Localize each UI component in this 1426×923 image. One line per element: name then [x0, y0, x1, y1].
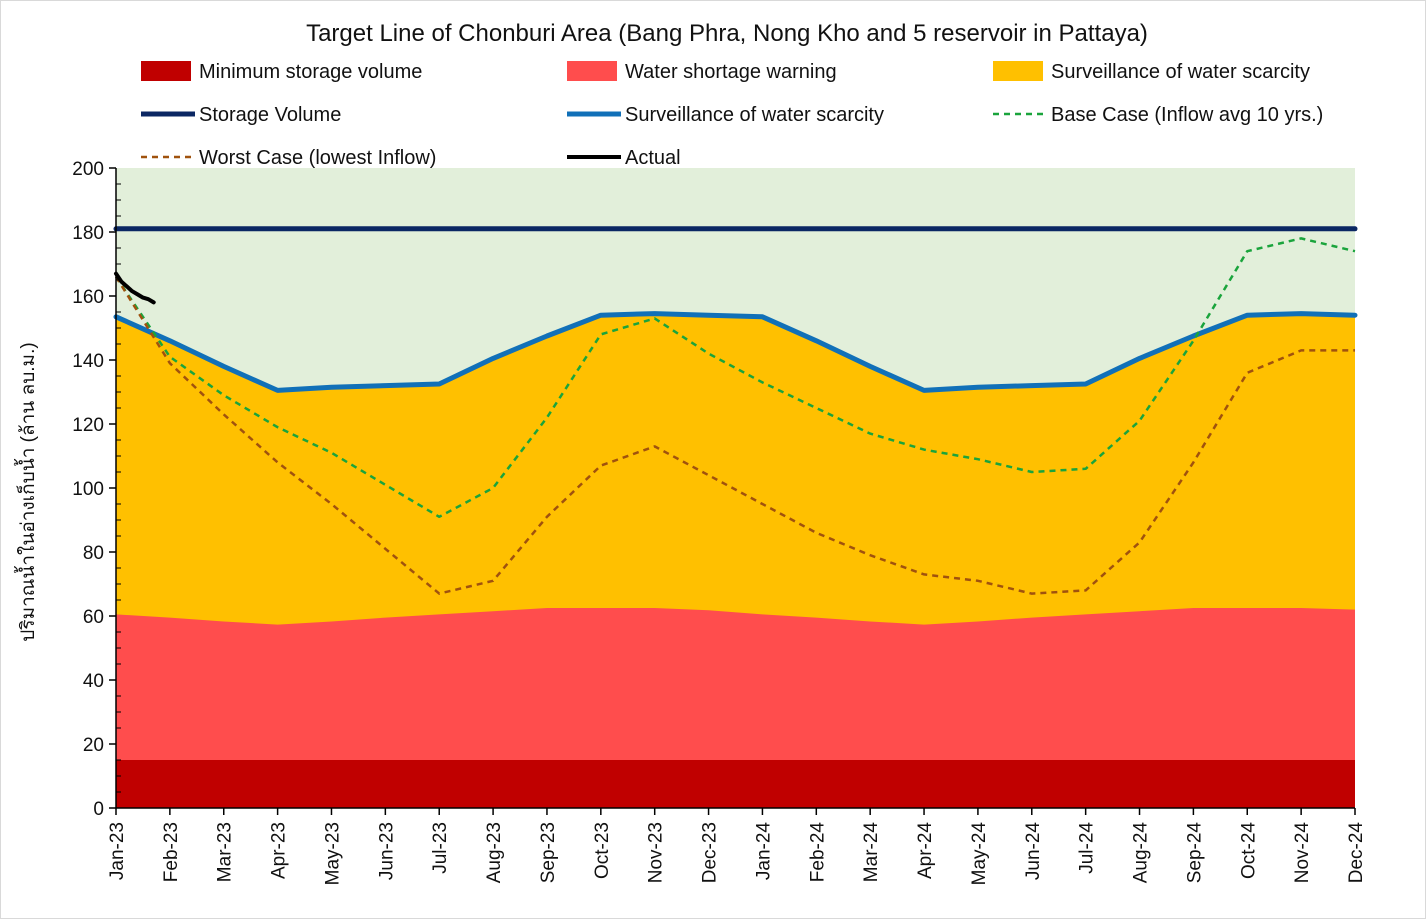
x-tick-label: Mar-23 — [215, 822, 236, 882]
x-tick-label: Aug-24 — [1131, 822, 1152, 884]
x-tick-label: Dec-23 — [700, 822, 721, 883]
x-tick-label: Jul-23 — [430, 822, 451, 874]
x-tick-label: Dec-24 — [1346, 822, 1367, 884]
y-tick-label: 20 — [83, 735, 104, 756]
series-line-base-case-inflow-avg-10-yrs-2 — [114, 237, 1356, 519]
x-tick-label: Apr-24 — [915, 822, 936, 879]
y-tick-label: 160 — [72, 287, 104, 308]
legend-swatch — [141, 61, 191, 81]
series-line-actual-4 — [114, 271, 156, 305]
legend-item-base-case-inflow-avg-10-yrs: Base Case (Inflow avg 10 yrs.) — [993, 104, 1323, 126]
legend-label: Minimum storage volume — [199, 61, 422, 83]
legend-label: Water shortage warning — [625, 61, 837, 83]
series-line-surveillance-of-water-scarcity-1 — [113, 311, 1358, 393]
y-axis-title: ปริมาณน้ำในอ่างเก็บน้ำ (ล้าน ลบ.ม.) — [14, 342, 39, 641]
legend-item-surveillance-of-water-scarcity: Surveillance of water scarcity — [993, 61, 1310, 83]
legend-item-surveillance-of-water-scarcity: Surveillance of water scarcity — [567, 104, 884, 126]
legend-item-storage-volume: Storage Volume — [141, 104, 341, 126]
x-tick-label: Sep-24 — [1184, 822, 1205, 884]
y-tick-label: 0 — [93, 799, 104, 820]
x-tick-label: Oct-23 — [592, 822, 613, 879]
legend-swatch — [567, 61, 617, 81]
area-water-shortage-warning — [116, 608, 1355, 808]
axes: 0 20 40 60 80 100 120 140 160 180 200 Jan-23 Feb-23 M… — [72, 159, 1367, 885]
legend-label: Worst Case (lowest Inflow) — [199, 147, 436, 169]
legend-item-actual: Actual — [567, 147, 681, 169]
x-tick-label: Jul-24 — [1077, 822, 1098, 874]
x-tick-label: May-24 — [969, 822, 990, 886]
y-tick-label: 180 — [72, 223, 104, 244]
area-minimum-storage-volume — [116, 760, 1355, 808]
x-tick-label: Jan-23 — [107, 822, 128, 880]
x-tick-label: Apr-23 — [269, 822, 290, 879]
legend-swatch — [993, 61, 1043, 81]
x-tick-label: Sep-23 — [538, 822, 559, 883]
y-tick-label: 100 — [72, 479, 104, 500]
legend-item-worst-case-lowest-inflow: Worst Case (lowest Inflow) — [141, 147, 436, 169]
x-tick-label: Nov-24 — [1292, 822, 1313, 884]
x-tick-label: May-23 — [322, 822, 343, 885]
legend-item-water-shortage-warning: Water shortage warning — [567, 61, 837, 83]
y-tick-label: 140 — [72, 351, 104, 372]
legend-label: Base Case (Inflow avg 10 yrs.) — [1051, 104, 1323, 126]
series-line-worst-case-lowest-inflow-3 — [114, 276, 1355, 595]
y-tick-label: 120 — [72, 415, 104, 436]
legend-label: Surveillance of water scarcity — [1051, 61, 1310, 83]
x-tick-label: Aug-23 — [484, 822, 505, 883]
x-tick-label: Jun-24 — [1023, 822, 1044, 881]
legend: Minimum storage volume Water shortage war… — [141, 61, 1323, 169]
x-tick-label: Mar-24 — [861, 822, 882, 883]
legend-item-minimum-storage-volume: Minimum storage volume — [141, 61, 422, 83]
area-layer — [116, 313, 1355, 808]
legend-label: Surveillance of water scarcity — [625, 104, 884, 126]
y-tick-label: 60 — [83, 607, 104, 628]
x-tick-label: Nov-23 — [646, 822, 667, 883]
x-tick-label: Feb-24 — [807, 822, 828, 883]
legend-label: Storage Volume — [199, 104, 341, 126]
legend-label: Actual — [625, 147, 681, 169]
x-tick-label: Jan-24 — [753, 822, 774, 881]
y-tick-label: 80 — [83, 543, 104, 564]
chart-title: Target Line of Chonburi Area (Bang Phra,… — [306, 20, 1148, 47]
line-layer — [113, 226, 1358, 595]
y-tick-label: 40 — [83, 671, 104, 692]
x-tick-label: Oct-24 — [1238, 822, 1259, 879]
x-tick-label: Feb-23 — [161, 822, 182, 882]
y-tick-label: 200 — [72, 159, 104, 180]
x-tick-label: Jun-23 — [376, 822, 397, 880]
